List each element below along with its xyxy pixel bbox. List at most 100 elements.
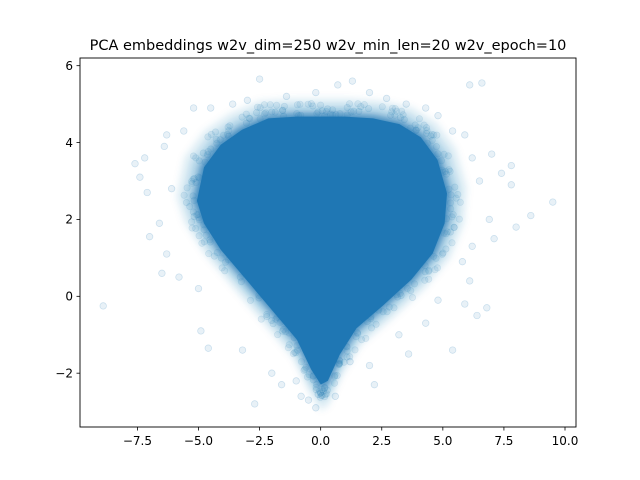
scatter-edge-point (192, 225, 200, 233)
scatter-point (163, 131, 171, 139)
scatter-edge-point (319, 387, 327, 395)
scatter-edge-point (343, 104, 351, 112)
scatter-edge-point (355, 107, 363, 115)
scatter-edge-point (410, 280, 418, 288)
scatter-edge-point (425, 275, 433, 283)
x-tick-label: −5.0 (184, 434, 213, 448)
scatter-edge-point (189, 208, 197, 216)
scatter-point (395, 331, 403, 339)
scatter-point (497, 169, 506, 177)
scatter-edge-point (273, 101, 281, 109)
scatter-point (507, 181, 515, 189)
scatter-edge-point (188, 179, 196, 187)
scatter-point (461, 300, 469, 308)
scatter-edge-point (387, 111, 395, 119)
scatter-edge-point (190, 152, 198, 160)
scatter-edge-point (190, 213, 198, 221)
scatter-edge-point (280, 102, 288, 110)
plot-area (99, 75, 557, 412)
scatter-edge-point (432, 143, 440, 151)
scatter-edge-point (427, 132, 435, 140)
scatter-point (158, 269, 166, 277)
scatter-point (512, 223, 520, 231)
y-axis: −2 0 2 4 6 (55, 59, 80, 380)
scatter-point (483, 304, 491, 312)
scatter-edge-point (442, 245, 450, 253)
scatter-point (312, 88, 320, 97)
scatter-edge-point (421, 268, 429, 276)
scatter-edge-point (420, 121, 428, 129)
scatter-edge-point (367, 324, 375, 332)
scatter-point (475, 177, 484, 185)
scatter-edge-point (246, 115, 254, 123)
scatter-edge-point (456, 198, 464, 206)
scatter-point (180, 127, 188, 135)
scatter-edge-point (237, 278, 245, 286)
scatter-point (527, 211, 535, 220)
scatter-edge-point (408, 293, 416, 301)
scatter-point (458, 258, 467, 266)
scatter-edge-point (268, 108, 276, 116)
scatter-edge-point (204, 148, 212, 156)
scatter-edge-point (210, 252, 218, 260)
scatter-point (167, 185, 176, 193)
scatter-edge-point (445, 166, 453, 174)
scatter-point (549, 198, 557, 206)
scatter-point (422, 104, 430, 112)
scatter-point (175, 273, 183, 281)
scatter-edge-point (318, 391, 326, 399)
scatter-edge-point (242, 110, 250, 118)
x-tick-label: 0.0 (311, 434, 330, 448)
scatter-edge-point (212, 135, 220, 143)
scatter-point (473, 311, 481, 320)
scatter-point (204, 344, 212, 352)
scatter-edge-point (357, 103, 365, 111)
scatter-edge-point (317, 389, 325, 397)
scatter-edge-point (444, 152, 452, 160)
scatter-edge-point (317, 101, 325, 109)
scatter-edge-point (221, 267, 229, 275)
scatter-point (468, 154, 476, 162)
scatter-point (334, 81, 342, 89)
scatter-points (99, 75, 557, 412)
scatter-point (488, 150, 496, 158)
scatter-edge-point (433, 131, 441, 139)
scatter-edge-point (307, 100, 315, 108)
scatter-edge-point (224, 123, 232, 131)
scatter-point (382, 94, 391, 103)
scatter-edge-point (452, 194, 460, 202)
scatter-point (348, 77, 357, 85)
scatter-edge-point (448, 213, 456, 221)
scatter-edge-point (296, 100, 304, 108)
scatter-point (251, 400, 259, 408)
scatter-edge-point (423, 127, 431, 135)
scatter-edge-point (323, 390, 331, 398)
scatter-point (99, 302, 107, 310)
scatter-edge-point (446, 228, 454, 236)
scatter-point (163, 250, 171, 258)
scatter-point (141, 154, 149, 162)
scatter-edge-point (188, 218, 196, 226)
scatter-edge-point (253, 109, 261, 117)
scatter-edge-point (390, 304, 398, 312)
scatter-edge-point (260, 101, 268, 109)
scatter-edge-point (183, 184, 191, 192)
scatter-edge-point (372, 320, 380, 328)
scatter-edge-point (362, 334, 370, 342)
y-tick-label: 4 (65, 136, 73, 150)
scatter-edge-point (388, 104, 396, 112)
scatter-edge-point (354, 100, 362, 108)
scatter-edge-point (312, 383, 320, 391)
scatter-edge-point (183, 199, 191, 207)
scatter-edge-point (431, 266, 439, 274)
x-tick-label: 5.0 (433, 434, 452, 448)
scatter-edge-point (297, 358, 305, 366)
scatter-edge-point (195, 232, 203, 240)
scatter-edge-point (343, 353, 351, 361)
scatter-point (370, 381, 379, 389)
scatter-edge-point (192, 154, 200, 162)
scatter-point (434, 112, 442, 120)
scatter-edge-point (396, 114, 404, 122)
scatter-edge-point (378, 103, 386, 111)
